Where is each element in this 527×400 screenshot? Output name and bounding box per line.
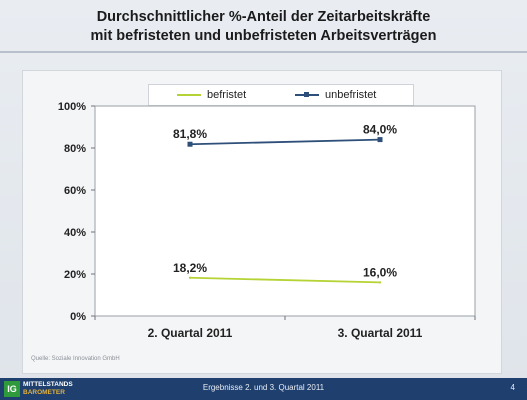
plot-area	[94, 105, 476, 317]
x-tick-label: 2. Quartal 2011	[148, 326, 233, 340]
y-tick-label: 80%	[64, 143, 86, 155]
y-tick-label: 40%	[64, 227, 86, 239]
y-tick-label: 0%	[70, 311, 86, 323]
legend-label-unbefristet: unbefristet	[325, 89, 377, 101]
data-point-befristet	[378, 281, 382, 284]
logo-text: MITTELSTANDS BAROMETER	[23, 381, 73, 396]
x-tick-label: 3. Quartal 2011	[338, 326, 423, 340]
logo-line-1: MITTELSTANDS	[23, 381, 73, 388]
footer-caption: Ergebnisse 2. und 3. Quartal 2011	[202, 383, 325, 392]
logo-badge: IG	[4, 381, 20, 397]
title-line-2: mit befristeten und unbefristeten Arbeit…	[90, 28, 437, 44]
series-line-befristet	[189, 276, 381, 284]
page-number: 4	[510, 383, 515, 392]
legend-marker-unbefristet	[304, 92, 309, 97]
data-label-befristet: 16,0%	[363, 265, 397, 279]
logo-line-2: BAROMETER	[23, 388, 65, 396]
legend-item-unbefristet: unbefristet	[295, 85, 376, 105]
title-divider	[0, 51, 527, 53]
source-note: Quelle: Soziale Innovation GmbH	[31, 356, 120, 362]
data-label-befristet: 18,2%	[173, 261, 207, 275]
data-point-unbefristet	[377, 137, 383, 143]
y-tick-label: 100%	[58, 101, 86, 113]
data-label-unbefristet: 81,8%	[173, 127, 207, 141]
data-point-befristet	[188, 276, 192, 279]
footer-bar: IG MITTELSTANDS BAROMETER Ergebnisse 2. …	[0, 378, 527, 400]
y-tick-label: 60%	[64, 185, 86, 197]
legend-line-unbefristet	[295, 92, 319, 97]
title-line-1: Durchschnittlicher %-Anteil der Zeitarbe…	[96, 9, 431, 25]
data-label-unbefristet: 84,0%	[363, 123, 397, 137]
y-tick-label: 20%	[64, 269, 86, 281]
legend-line-befristet	[177, 94, 201, 96]
data-point-unbefristet	[187, 141, 193, 147]
legend-label-befristet: befristet	[207, 89, 247, 101]
legend-item-befristet: befristet	[177, 85, 246, 105]
chart-title: Durchschnittlicher %-Anteil der Zeitarbe…	[0, 8, 527, 46]
series-line-unbefristet	[189, 138, 381, 146]
legend: befristet unbefristet	[148, 84, 414, 106]
